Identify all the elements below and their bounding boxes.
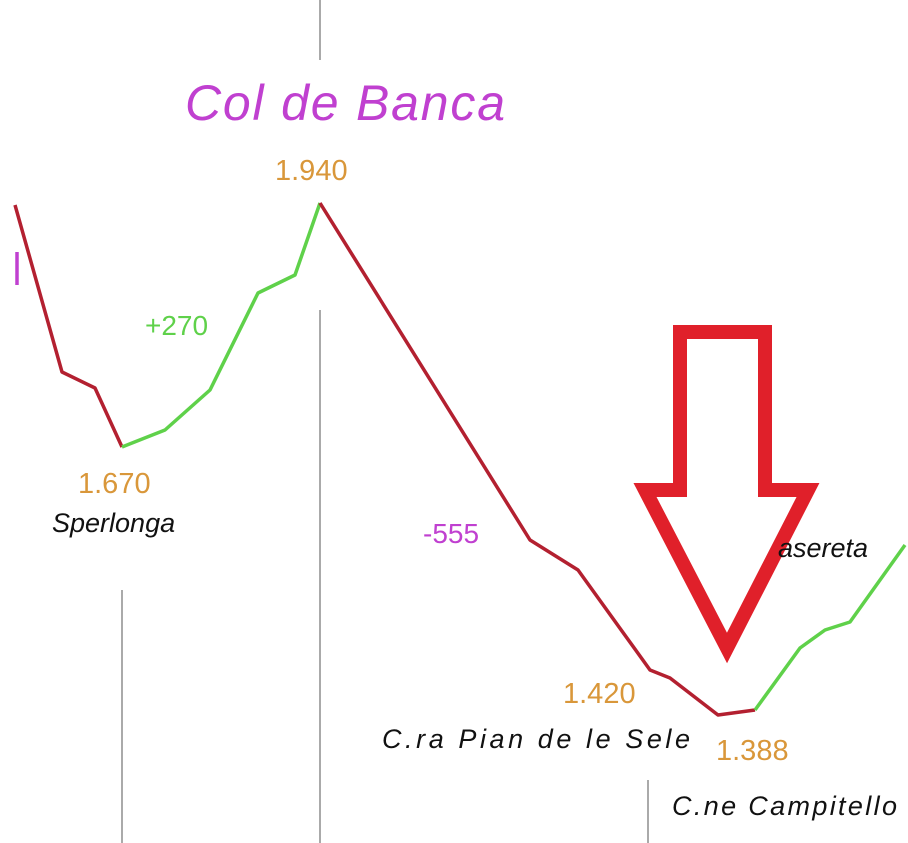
gain: -555 xyxy=(423,518,479,549)
place: Sperlonga xyxy=(52,508,175,538)
elevation: 1.670 xyxy=(78,468,151,500)
title: Col de Banca xyxy=(185,75,505,131)
place: asereta xyxy=(778,533,868,563)
arrow xyxy=(633,325,820,664)
place: C.ra Pian de le Sele xyxy=(382,724,690,754)
ascent xyxy=(753,543,907,712)
elevation: 1.388 xyxy=(716,735,789,767)
descent xyxy=(13,204,124,448)
descent xyxy=(318,202,756,717)
ascent xyxy=(121,202,322,449)
gain: +270 xyxy=(145,310,208,341)
elevation: 1.940 xyxy=(275,155,348,187)
elevation: 1.420 xyxy=(563,678,636,710)
route xyxy=(13,202,907,717)
place: C.ne Campitello xyxy=(672,791,897,821)
guides xyxy=(121,0,649,843)
